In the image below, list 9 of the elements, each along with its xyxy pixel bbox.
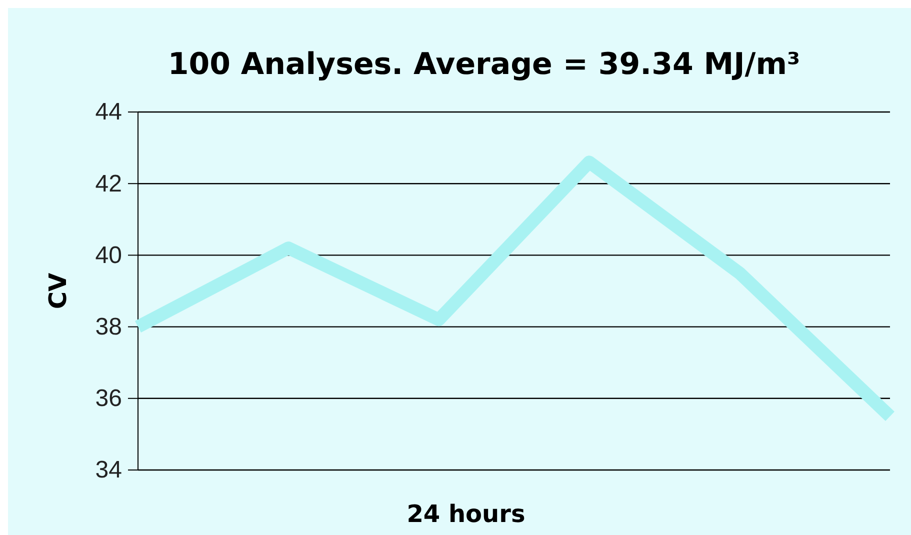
- y-axis-title: CV: [44, 272, 72, 310]
- x-axis-title: 24 hours: [406, 500, 526, 528]
- y-tick-label: 42: [95, 170, 122, 198]
- y-tick-label: 34: [95, 456, 122, 484]
- chart-title: 100 Analyses. Average = 39.34 MJ/m³: [168, 47, 800, 82]
- y-tick-label: 36: [95, 385, 122, 412]
- y-tick-label: 38: [95, 313, 122, 340]
- y-tick-label: 44: [95, 98, 122, 126]
- y-tick-label: 40: [95, 242, 122, 269]
